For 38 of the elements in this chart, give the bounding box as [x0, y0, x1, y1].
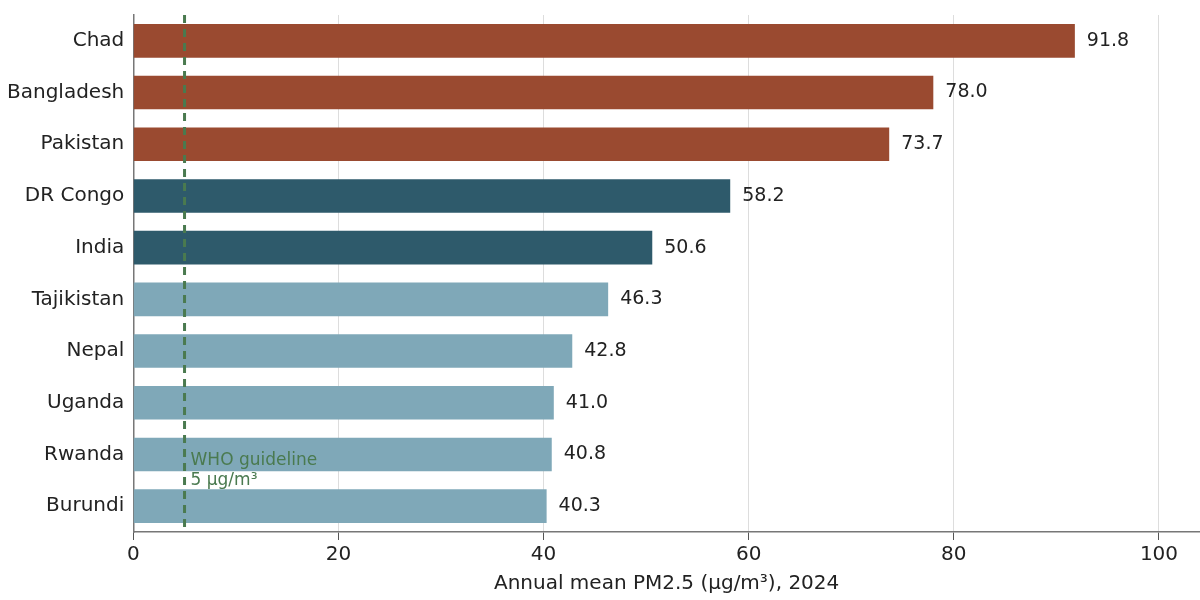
bar [133, 334, 573, 368]
data-label: 91.8 [1086, 27, 1130, 50]
y-tick-label: Uganda [47, 388, 125, 413]
bar [133, 179, 731, 213]
data-label: 58.2 [742, 182, 785, 205]
x-tick-label: 80 [941, 541, 967, 566]
data-label: 73.7 [901, 131, 944, 154]
data-label: 41.0 [565, 389, 609, 412]
x-tick-label: 40 [530, 541, 557, 566]
x-tick-label: 100 [1139, 541, 1179, 566]
data-label: 40.3 [558, 493, 601, 516]
bar [133, 282, 609, 317]
data-label: 78.0 [945, 79, 988, 102]
bar [133, 75, 934, 110]
y-tick-label: Bangladesh [6, 78, 125, 103]
x-axis-title: Annual mean PM2.5 (µg/m³), 2024 [493, 570, 840, 595]
bar [133, 489, 547, 523]
x-tick-label: 60 [735, 541, 762, 566]
bar [133, 437, 552, 472]
y-tick-label: India [75, 233, 125, 258]
y-tick-label: Tajikistan [30, 285, 125, 310]
x-tick-label: 0 [126, 541, 140, 566]
data-label: 50.6 [664, 234, 707, 257]
y-tick-label: Nepal [66, 337, 125, 362]
y-tick-label: DR Congo [24, 182, 125, 207]
y-tick-label: Rwanda [44, 440, 125, 465]
y-tick-label: Chad [72, 27, 125, 52]
x-tick-label: 20 [325, 541, 352, 566]
y-tick-label: Pakistan [40, 130, 125, 155]
bar [133, 385, 554, 420]
bar [133, 127, 890, 162]
data-label: 46.3 [620, 286, 663, 309]
bar [133, 24, 1075, 58]
y-tick-label: Burundi [46, 492, 125, 517]
data-label: 40.8 [563, 441, 607, 464]
bar [133, 230, 653, 265]
data-label: 42.8 [584, 337, 627, 360]
ref-line-label: WHO guideline 5 µg/m³ [190, 448, 318, 489]
